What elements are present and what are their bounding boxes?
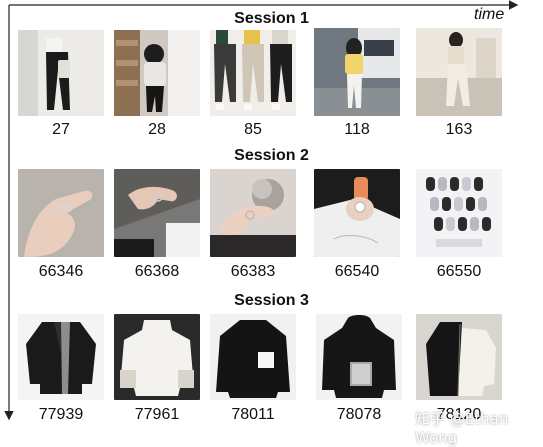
- watermark: 知乎 @Ethan Wong: [415, 410, 509, 447]
- item-thumbnail[interactable]: [314, 169, 400, 257]
- item-thumbnail[interactable]: [18, 30, 104, 116]
- ring-hand-photo-icon: [114, 169, 200, 257]
- item-thumbnail[interactable]: [18, 314, 104, 400]
- item-id-label: 66383: [230, 263, 276, 280]
- session-3-title: Session 3: [234, 292, 309, 309]
- item-id-label: 163: [445, 121, 473, 138]
- item-thumbnail[interactable]: [114, 169, 200, 257]
- item-id-label: 78078: [336, 406, 382, 423]
- item-id-label: 66540: [334, 263, 380, 280]
- item-id-label: 118: [344, 121, 370, 138]
- black-sweater-photo-icon: [210, 314, 296, 400]
- item-thumbnail[interactable]: [114, 314, 200, 400]
- item-id-label: 66368: [134, 263, 180, 280]
- item-id-label: 77961: [134, 406, 180, 423]
- black-jacket-photo-icon: [18, 314, 104, 400]
- black-pants-photo-icon: [18, 30, 104, 116]
- item-id-label: 66550: [436, 263, 482, 280]
- item-thumbnail[interactable]: [210, 30, 296, 116]
- item-thumbnail[interactable]: [114, 30, 200, 116]
- ring-hand-photo-icon: [210, 169, 296, 257]
- ring-hand-photo-icon: [18, 169, 104, 257]
- item-id-label: 77939: [38, 406, 84, 423]
- item-id-label: 78120: [436, 406, 482, 423]
- white-sweater-photo-icon: [114, 314, 200, 400]
- item-thumbnail[interactable]: [18, 169, 104, 257]
- item-thumbnail[interactable]: [210, 314, 296, 400]
- item-thumbnail[interactable]: [416, 314, 502, 400]
- item-id-label: 85: [244, 121, 262, 138]
- item-id-label: 78011: [231, 406, 275, 423]
- white-pants-photo-icon: [416, 28, 502, 116]
- item-thumbnail[interactable]: [416, 169, 502, 257]
- session-1-title: Session 1: [234, 10, 309, 27]
- black-white-jacket-photo-icon: [416, 314, 502, 400]
- nail-tips-photo-icon: [416, 169, 502, 257]
- time-axis-label: time: [474, 6, 505, 23]
- item-thumbnail[interactable]: [416, 28, 502, 116]
- item-id-label: 28: [148, 121, 166, 138]
- item-thumbnail[interactable]: [316, 314, 402, 400]
- item-id-label: 66346: [38, 263, 84, 280]
- black-pants-photo-icon: [114, 30, 200, 116]
- pants-three-pairs-photo-icon: [210, 30, 296, 116]
- white-pants-photo-icon: [314, 28, 400, 116]
- item-thumbnail[interactable]: [210, 169, 296, 257]
- ring-hand-photo-icon: [314, 169, 400, 257]
- item-id-label: 27: [52, 121, 70, 138]
- black-hoodie-photo-icon: [316, 314, 402, 400]
- item-thumbnail[interactable]: [314, 28, 400, 116]
- session-2-title: Session 2: [234, 147, 309, 164]
